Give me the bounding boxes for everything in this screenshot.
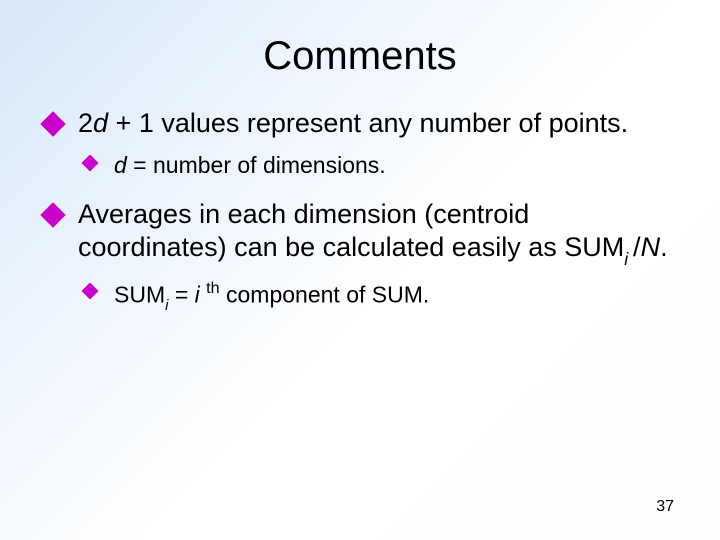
bullet-1-sub: d = number of dimensions.	[78, 151, 678, 180]
slide: Comments 2d + 1 values represent any num…	[0, 0, 720, 540]
bullet-2: Averages in each dimension (centroid coo…	[42, 198, 678, 269]
bullet-1-seg-0: 2	[78, 108, 93, 138]
bullet-2-seg-4: .	[660, 232, 668, 262]
bullet-2-sub-seg-3: i	[195, 281, 207, 307]
bullet-1-seg-1: d	[93, 108, 108, 138]
diamond-icon	[40, 202, 65, 227]
slide-title: Comments	[0, 0, 720, 79]
slide-content: 2d + 1 values represent any number of po…	[0, 79, 720, 314]
bullet-1: 2d + 1 values represent any number of po…	[42, 107, 678, 141]
bullet-2-seg-2: /	[633, 232, 641, 262]
page-number: 37	[656, 498, 674, 516]
bullet-2-sub-seg-2: =	[168, 281, 194, 307]
bullet-2-seg-1: i	[624, 249, 633, 269]
small-diamond-icon	[82, 154, 99, 171]
bullet-2-seg-0: Averages in each dimension (centroid coo…	[78, 199, 624, 263]
bullet-2-sub-seg-0: SUM	[114, 281, 165, 307]
bullet-2-sub-seg-1: i	[165, 297, 168, 314]
bullet-1-seg-2: + 1 values represent any number of point…	[108, 108, 628, 138]
small-diamond-icon	[82, 282, 99, 299]
bullet-2-seg-3: N	[641, 232, 661, 262]
bullet-2-sub-seg-4: th	[206, 279, 219, 297]
bullet-2-sub-seg-5: component of SUM.	[220, 281, 430, 307]
bullet-1-sub-seg-1: = number of dimensions.	[127, 152, 386, 178]
bullet-1-sub-seg-0: d	[114, 152, 127, 178]
bullet-2-sub: SUMi = i th component of SUM.	[78, 279, 678, 314]
diamond-icon	[40, 111, 65, 136]
